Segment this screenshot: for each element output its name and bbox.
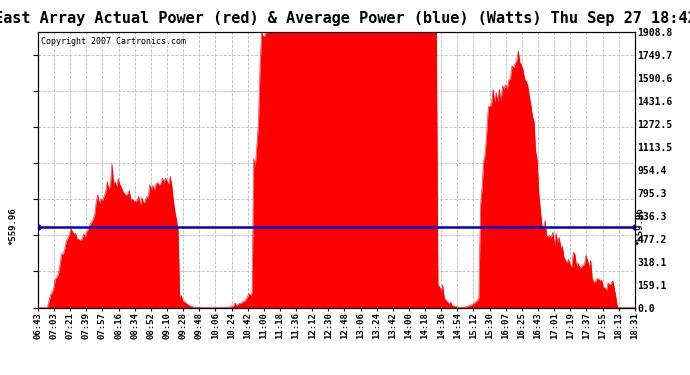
Text: East Array Actual Power (red) & Average Power (blue) (Watts) Thu Sep 27 18:42: East Array Actual Power (red) & Average … [0,11,690,26]
Text: *559.96: *559.96 [8,208,17,246]
Text: *559.96: *559.96 [635,208,645,246]
Text: Copyright 2007 Cartronics.com: Copyright 2007 Cartronics.com [41,38,186,46]
